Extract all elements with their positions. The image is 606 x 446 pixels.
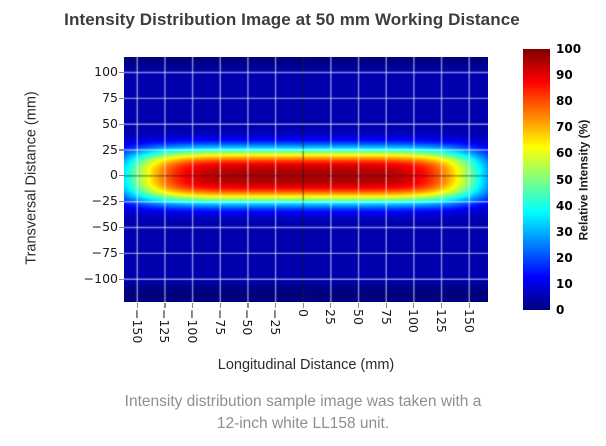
figure-caption: Intensity distribution sample image was … [0, 391, 606, 434]
colorbar-tick-label: 60 [556, 146, 573, 161]
x-tick-mark [357, 303, 360, 308]
caption-line-1: Intensity distribution sample image was … [124, 393, 482, 410]
x-tick-mark [219, 303, 221, 308]
x-tick-mark [468, 303, 470, 308]
colorbar-tick-label: 10 [556, 276, 573, 291]
colorbar-tick-label: 70 [556, 120, 573, 135]
x-tick-mark [164, 303, 166, 308]
colorbar-tick-label: 90 [556, 68, 573, 83]
x-tick-mark [330, 303, 332, 308]
y-tick-mark [118, 123, 124, 125]
y-axis-title: Transversal Distance (mm) [23, 91, 40, 265]
x-tick-label: −150 [129, 309, 145, 344]
x-tick-label: −25 [268, 309, 284, 336]
x-tick-mark [413, 303, 415, 308]
x-tick-label: 75 [378, 309, 394, 325]
y-tick-mark [118, 175, 124, 177]
y-tick-mark [118, 226, 124, 229]
x-tick-mark [274, 303, 277, 308]
x-tick-label: −50 [240, 309, 256, 336]
x-tick-label: 150 [461, 309, 477, 333]
x-tick-label: 50 [351, 309, 367, 325]
y-tick-label: 75 [102, 89, 118, 105]
x-tick-label: 100 [406, 309, 422, 333]
colorbar-tick-label: 50 [556, 172, 573, 187]
x-axis-title: Longitudinal Distance (mm) [217, 357, 395, 373]
x-tick-label: 25 [323, 309, 339, 325]
y-tick-mark [118, 252, 124, 254]
y-tick-label: −100 [83, 270, 118, 286]
y-tick-mark [118, 149, 124, 151]
colorbar-tick-label: 100 [556, 42, 582, 56]
y-tick-mark [118, 71, 124, 74]
x-tick-label: 0 [295, 309, 311, 317]
colorbar-tick-label: 40 [556, 198, 573, 213]
colorbar-tick-label: 30 [556, 224, 573, 239]
colorbar-gradient [523, 49, 550, 310]
y-tick-label: −75 [91, 244, 118, 260]
x-tick-mark [191, 303, 194, 308]
x-tick-mark [385, 303, 387, 308]
x-tick-mark [440, 303, 443, 308]
y-tick-mark [118, 278, 124, 280]
heatmap-image [124, 57, 488, 302]
y-tick-label: −50 [91, 219, 118, 235]
y-tick-label: −25 [91, 193, 118, 209]
colorbar-tick-label: 0 [556, 303, 565, 317]
colorbar-tick-label: 80 [556, 94, 573, 109]
y-tick-label: 0 [110, 167, 118, 183]
y-tick-label: 25 [102, 141, 118, 157]
y-tick-mark [118, 201, 124, 203]
x-tick-label: −100 [185, 309, 201, 344]
y-tick-mark [118, 97, 124, 99]
y-tick-label: 50 [102, 115, 118, 131]
x-tick-mark [247, 303, 249, 308]
colorbar-tick-label: 20 [556, 250, 573, 265]
y-tick-label: 100 [94, 64, 118, 79]
caption-line-2: 12-inch white LL158 unit. [216, 414, 390, 432]
x-tick-label: −125 [157, 309, 173, 344]
x-tick-mark [302, 303, 304, 308]
x-tick-label: 125 [434, 309, 450, 333]
chart-title: Intensity Distribution Image at 50 mm Wo… [64, 10, 520, 29]
x-tick-label: −75 [212, 309, 228, 336]
x-tick-mark [136, 303, 138, 308]
